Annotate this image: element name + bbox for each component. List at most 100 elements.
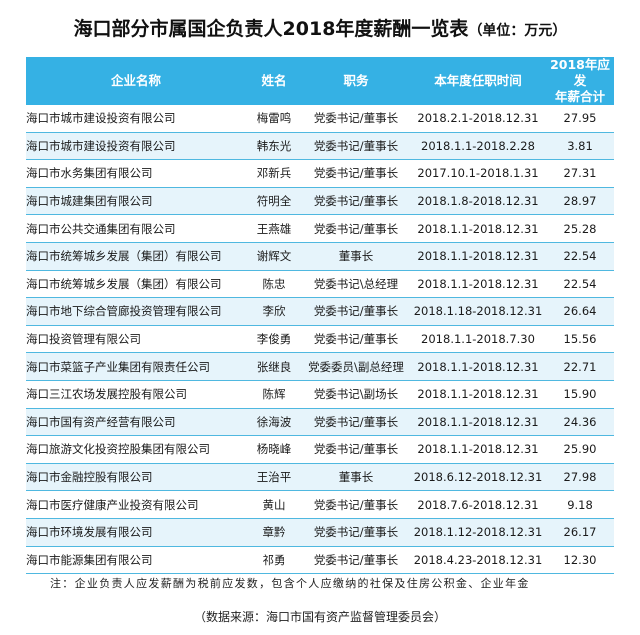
table-row: 海口市环境发展有限公司 章黔 党委书记/董事长 2018.1.12-2018.1… <box>26 518 614 547</box>
cell-name: 李俊勇 <box>246 325 302 354</box>
cell-pay: 25.28 <box>546 214 614 243</box>
table-row: 海口市能源集团有限公司 祁勇 党委书记/董事长 2018.4.23-2018.1… <box>26 546 614 575</box>
cell-term: 2018.1.12-2018.12.31 <box>410 518 546 547</box>
cell-position: 党委书记/董事长 <box>302 518 410 547</box>
cell-term: 2018.1.1-2018.12.31 <box>410 214 546 243</box>
cell-company: 海口投资管理有限公司 <box>26 325 246 354</box>
cell-position: 党委书记/董事长 <box>302 435 410 464</box>
title-main: 海口部分市属国企负责人2018年度薪酬一览表 <box>73 18 469 40</box>
cell-name: 陈辉 <box>246 380 302 409</box>
table-row: 海口市医疗健康产业投资有限公司 黄山 党委书记/董事长 2018.7.6-201… <box>26 490 614 519</box>
table-row: 海口三江农场发展控股有限公司 陈辉 党委书记\副场长 2018.1.1-2018… <box>26 380 614 409</box>
cell-term: 2018.1.1-2018.2.28 <box>410 132 546 161</box>
table-row: 海口市菜篮子产业集团有限责任公司 张继良 党委委员\副总经理 2018.1.1-… <box>26 352 614 381</box>
cell-pay: 27.98 <box>546 463 614 492</box>
cell-name: 王治平 <box>246 463 302 492</box>
cell-pay: 22.71 <box>546 352 614 381</box>
cell-company: 海口市统筹城乡发展（集团）有限公司 <box>26 242 246 271</box>
cell-pay: 15.90 <box>546 380 614 409</box>
cell-name: 张继良 <box>246 352 302 381</box>
footnote: 注：企业负责人应发薪酬为税前应发数，包含个人应缴纳的社保及住房公积金、企业年金 <box>50 577 530 590</box>
cell-term: 2018.4.23-2018.12.31 <box>410 546 546 575</box>
table-row: 海口市统筹城乡发展（集团）有限公司 陈忠 党委书记\总经理 2018.1.1-2… <box>26 270 614 299</box>
cell-name: 邓新兵 <box>246 159 302 188</box>
table-header-row: 企业名称 姓名 职务 本年度任职时间 2018年应发 年薪合计 <box>26 57 614 105</box>
cell-company: 海口市环境发展有限公司 <box>26 518 246 547</box>
cell-company: 海口三江农场发展控股有限公司 <box>26 380 246 409</box>
cell-company: 海口市城市建设投资有限公司 <box>26 132 246 161</box>
cell-pay: 27.95 <box>546 105 614 133</box>
cell-name: 黄山 <box>246 490 302 519</box>
cell-pay: 22.54 <box>546 270 614 299</box>
cell-position: 党委书记/董事长 <box>302 187 410 216</box>
table-row: 海口市金融控股有限公司 王治平 董事长 2018.6.12-2018.12.31… <box>26 463 614 492</box>
cell-company: 海口市统筹城乡发展（集团）有限公司 <box>26 270 246 299</box>
header-pay-line2: 年薪合计 <box>554 89 605 104</box>
cell-position: 党委书记\总经理 <box>302 270 410 299</box>
table-row: 海口市统筹城乡发展（集团）有限公司 谢辉文 董事长 2018.1.1-2018.… <box>26 242 614 271</box>
header-position: 职务 <box>302 57 410 105</box>
cell-name: 王燕雄 <box>246 214 302 243</box>
cell-position: 党委书记/董事长 <box>302 159 410 188</box>
header-pay-line1: 2018年应发 <box>550 57 610 88</box>
title-unit: （单位：万元） <box>468 23 567 39</box>
cell-pay: 12.30 <box>546 546 614 575</box>
cell-pay: 22.54 <box>546 242 614 271</box>
cell-name: 杨晓峰 <box>246 435 302 464</box>
cell-name: 韩东光 <box>246 132 302 161</box>
table-row: 海口市公共交通集团有限公司 王燕雄 党委书记/董事长 2018.1.1-2018… <box>26 214 614 243</box>
cell-term: 2018.1.1-2018.12.31 <box>410 270 546 299</box>
table-body: 海口市城市建设投资有限公司 梅雷鸣 党委书记/董事长 2018.2.1-2018… <box>26 105 614 575</box>
table-header: 企业名称 姓名 职务 本年度任职时间 2018年应发 年薪合计 <box>26 57 614 105</box>
salary-table: 企业名称 姓名 职务 本年度任职时间 2018年应发 年薪合计 海口市城市建设投资… <box>26 57 614 575</box>
cell-position: 党委书记/董事长 <box>302 214 410 243</box>
cell-company: 海口旅游文化投资控股集团有限公司 <box>26 435 246 464</box>
cell-company: 海口市能源集团有限公司 <box>26 546 246 575</box>
cell-name: 谢辉文 <box>246 242 302 271</box>
cell-pay: 24.36 <box>546 408 614 437</box>
cell-name: 梅雷鸣 <box>246 105 302 133</box>
cell-company: 海口市医疗健康产业投资有限公司 <box>26 490 246 519</box>
cell-term: 2018.7.6-2018.12.31 <box>410 490 546 519</box>
header-pay: 2018年应发 年薪合计 <box>546 57 614 105</box>
cell-name: 祁勇 <box>246 546 302 575</box>
table-row: 海口市城市建设投资有限公司 梅雷鸣 党委书记/董事长 2018.2.1-2018… <box>26 105 614 133</box>
page-title: 海口部分市属国企负责人2018年度薪酬一览表（单位：万元） <box>0 14 640 41</box>
cell-company: 海口市金融控股有限公司 <box>26 463 246 492</box>
cell-name: 陈忠 <box>246 270 302 299</box>
cell-pay: 15.56 <box>546 325 614 354</box>
cell-position: 党委书记/董事长 <box>302 325 410 354</box>
cell-name: 徐海波 <box>246 408 302 437</box>
cell-pay: 25.90 <box>546 435 614 464</box>
cell-company: 海口市城市建设投资有限公司 <box>26 105 246 133</box>
cell-pay: 9.18 <box>546 490 614 519</box>
table-row: 海口市国有资产经营有限公司 徐海波 党委书记/董事长 2018.1.1-2018… <box>26 408 614 437</box>
cell-term: 2018.6.12-2018.12.31 <box>410 463 546 492</box>
cell-position: 党委委员\副总经理 <box>302 352 410 381</box>
cell-term: 2017.10.1-2018.1.31 <box>410 159 546 188</box>
cell-company: 海口市城建集团有限公司 <box>26 187 246 216</box>
cell-company: 海口市地下综合管廊投资管理有限公司 <box>26 297 246 326</box>
table-row: 海口市水务集团有限公司 邓新兵 党委书记/董事长 2017.10.1-2018.… <box>26 159 614 188</box>
cell-position: 董事长 <box>302 463 410 492</box>
cell-name: 符明全 <box>246 187 302 216</box>
cell-term: 2018.2.1-2018.12.31 <box>410 105 546 133</box>
cell-term: 2018.1.1-2018.7.30 <box>410 325 546 354</box>
data-source: （数据来源：海口市国有资产监督管理委员会） <box>193 610 446 624</box>
header-term: 本年度任职时间 <box>410 57 546 105</box>
table-row: 海口市地下综合管廊投资管理有限公司 李欣 党委书记/董事长 2018.1.18-… <box>26 297 614 326</box>
cell-pay: 27.31 <box>546 159 614 188</box>
cell-pay: 26.64 <box>546 297 614 326</box>
cell-term: 2018.1.18-2018.12.31 <box>410 297 546 326</box>
cell-position: 党委书记\副场长 <box>302 380 410 409</box>
table-row: 海口旅游文化投资控股集团有限公司 杨晓峰 党委书记/董事长 2018.1.1-2… <box>26 435 614 464</box>
cell-pay: 28.97 <box>546 187 614 216</box>
cell-name: 章黔 <box>246 518 302 547</box>
cell-position: 董事长 <box>302 242 410 271</box>
cell-company: 海口市菜篮子产业集团有限责任公司 <box>26 352 246 381</box>
cell-position: 党委书记/董事长 <box>302 132 410 161</box>
cell-term: 2018.1.1-2018.12.31 <box>410 408 546 437</box>
table-row: 海口投资管理有限公司 李俊勇 党委书记/董事长 2018.1.1-2018.7.… <box>26 325 614 354</box>
table-row: 海口市城市建设投资有限公司 韩东光 党委书记/董事长 2018.1.1-2018… <box>26 132 614 161</box>
cell-position: 党委书记/董事长 <box>302 408 410 437</box>
